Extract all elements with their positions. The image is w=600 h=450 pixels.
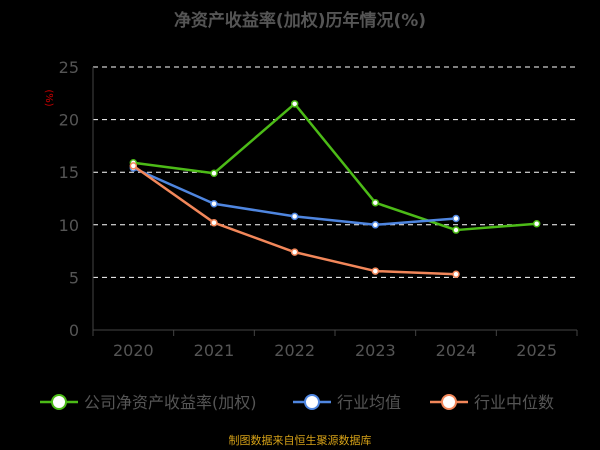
series-1 [129, 164, 460, 229]
data-point [371, 221, 380, 229]
data-point [452, 270, 460, 278]
chart-title: 净资产收益率(加权)历年情况(%) [174, 10, 426, 31]
series-2 [129, 162, 460, 278]
grid-lines [93, 66, 577, 278]
x-axis-ticks: 2020 2021 2022 2023 2024 2025 [113, 341, 557, 360]
data-point [290, 100, 299, 108]
series-layer [129, 100, 541, 278]
x-tick-label: 2022 [274, 341, 315, 360]
y-tick-label: 20 [59, 111, 79, 130]
legend-marker [304, 394, 320, 410]
x-tick-label: 2024 [436, 341, 477, 360]
y-tick-label: 0 [69, 321, 79, 340]
x-tick-label: 2020 [113, 341, 154, 360]
legend-label: 公司净资产收益率(加权) [84, 393, 257, 412]
data-point [371, 267, 380, 275]
x-tick-label: 2023 [355, 341, 396, 360]
x-tick-label: 2021 [194, 341, 235, 360]
legend-item: 公司净资产收益率(加权) [40, 393, 257, 412]
y-tick-label: 5 [69, 268, 79, 287]
data-point [210, 200, 218, 208]
legend-item: 行业均值 [293, 393, 401, 412]
data-point [452, 214, 460, 223]
series-0 [129, 100, 541, 234]
y-tick-label: 10 [59, 216, 79, 235]
data-point [210, 169, 218, 178]
data-point [452, 226, 460, 234]
legend: 公司净资产收益率(加权) 行业均值 行业中位数 [40, 393, 554, 412]
data-point [371, 198, 380, 207]
y-axis-ticks: 0 5 10 15 20 25 [59, 58, 79, 340]
y-tick-label: 15 [59, 163, 79, 182]
data-point [210, 218, 218, 227]
legend-label: 行业均值 [337, 393, 401, 412]
data-point [290, 248, 299, 256]
legend-item: 行业中位数 [430, 393, 554, 412]
legend-marker [441, 394, 457, 410]
data-point [290, 212, 299, 221]
legend-marker [51, 394, 67, 410]
data-point [532, 219, 541, 228]
axes [92, 67, 578, 336]
y-tick-label: 25 [59, 58, 79, 77]
series-line [133, 102, 537, 232]
y-axis-unit-label: (%) [43, 89, 54, 106]
x-tick-label: 2025 [516, 341, 557, 360]
source-note: 制图数据来自恒生聚源数据库 [229, 433, 372, 447]
legend-label: 行业中位数 [474, 393, 554, 412]
data-point [129, 162, 138, 170]
